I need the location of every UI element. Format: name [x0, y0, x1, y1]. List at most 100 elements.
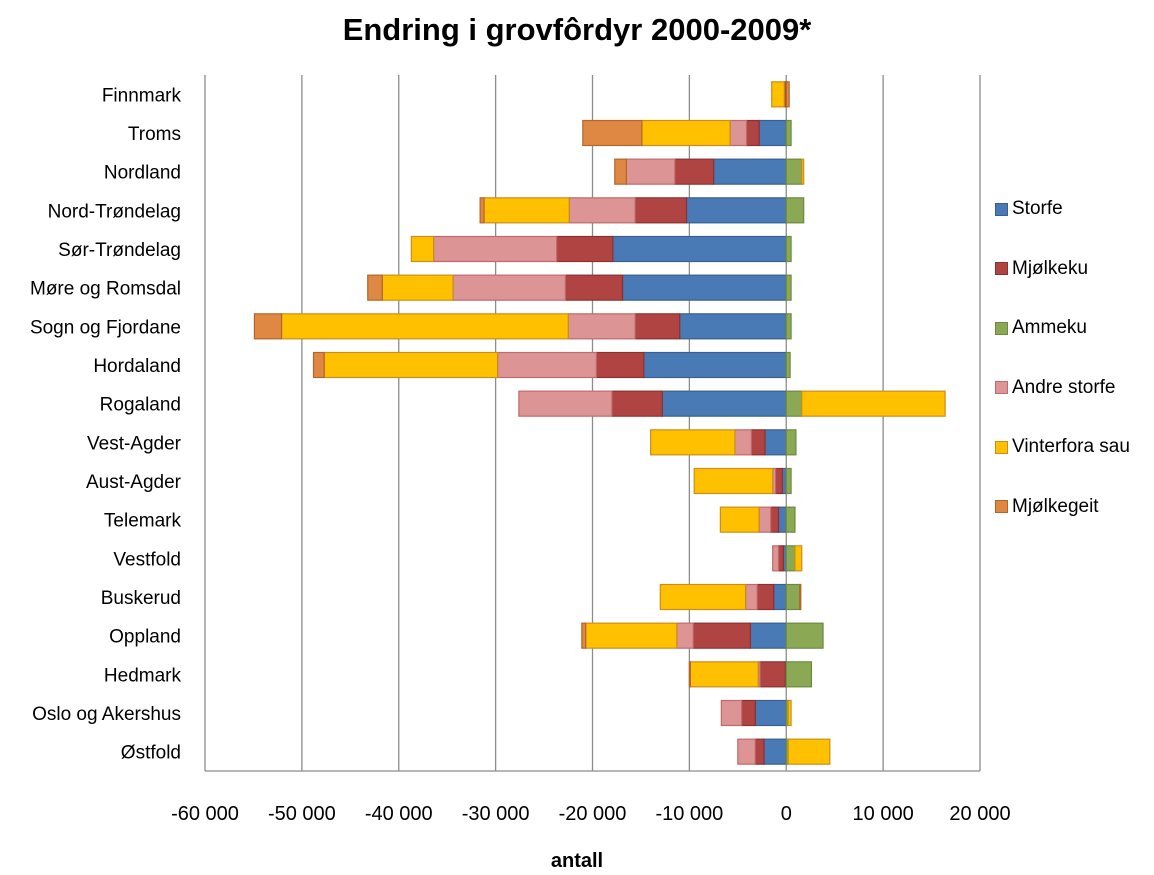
bar: [641, 119, 731, 147]
category-label: Aust-Agder: [86, 472, 182, 493]
bar: [410, 235, 435, 263]
category-label: Hedmark: [104, 665, 182, 686]
bar: [483, 197, 570, 224]
bar: [772, 545, 780, 572]
bar: [661, 390, 787, 417]
x-tick-label: 0: [781, 803, 792, 825]
bar: [679, 313, 787, 340]
category-labels: Finnmark Troms Nordland Nord-Trøndelag Sør-T…: [30, 85, 182, 763]
legend-item: Andre storfe: [995, 377, 1130, 399]
bar: [693, 467, 774, 495]
bar: [582, 119, 643, 147]
bar: [785, 545, 796, 572]
category-label: Østfold: [121, 743, 181, 764]
x-tick-label: -40 000: [365, 803, 433, 825]
bar: [758, 506, 772, 533]
bar: [689, 661, 759, 688]
legend-swatch: [995, 321, 1008, 335]
legend-label: Vinterfora sau: [1012, 436, 1130, 457]
category-label: Nordland: [104, 163, 181, 184]
bar: [253, 313, 283, 340]
bar: [564, 274, 624, 301]
x-tick-label: -60 000: [171, 803, 239, 825]
bar: [785, 235, 792, 263]
bar: [595, 351, 645, 379]
bar: [496, 351, 597, 379]
bar: [567, 313, 636, 340]
bar: [785, 506, 796, 533]
x-tick-label: -20 000: [559, 803, 627, 825]
bar: [764, 429, 787, 456]
bar: [770, 506, 780, 533]
category-label: Vestfold: [113, 549, 181, 570]
bar: [650, 429, 736, 456]
bar: [568, 197, 636, 224]
category-label: Nord-Trøndelag: [48, 201, 181, 222]
legend: Storfe Mjølkeku Ammeku Andre storfe Vinterfo…: [995, 198, 1130, 555]
bar: [518, 390, 613, 417]
bar: [614, 158, 628, 185]
bar: [785, 429, 797, 456]
bar: [452, 274, 566, 301]
category-label: Troms: [128, 124, 181, 145]
bar: [785, 661, 813, 688]
bar: [712, 158, 787, 185]
legend-swatch: [995, 381, 1008, 394]
bar: [611, 390, 663, 417]
category-label: Oslo og Akershus: [32, 704, 181, 725]
bar: [801, 390, 946, 417]
bar: [785, 583, 801, 611]
bar: [777, 506, 787, 533]
bar: [801, 158, 805, 185]
legend-item: Storfe: [995, 198, 1130, 220]
x-axis-title: antall: [550, 850, 604, 872]
legend-label: Mjølkeku: [1012, 257, 1089, 279]
bar: [312, 351, 325, 379]
bar: [674, 158, 715, 185]
bar: [763, 738, 787, 765]
bar: [688, 661, 691, 688]
bar: [323, 351, 499, 379]
bar: [749, 622, 787, 649]
bar: [621, 274, 787, 301]
bar: [754, 699, 787, 727]
x-tick-label: -10 000: [655, 803, 723, 825]
legend-item: Mjølkegeit: [995, 496, 1130, 518]
x-tick-label: 10 000: [853, 803, 914, 825]
x-tick-label: -30 000: [462, 803, 530, 825]
bar: [785, 390, 803, 417]
bar: [785, 197, 805, 224]
bar: [634, 197, 688, 224]
bar: [744, 583, 758, 611]
bar: [433, 235, 558, 263]
bar: [756, 583, 775, 611]
category-label: Møre og Romsdal: [30, 279, 181, 300]
bar: [734, 429, 752, 456]
legend-swatch: [995, 500, 1008, 513]
bar: [692, 622, 752, 649]
bar: [785, 274, 792, 301]
bar: [556, 235, 614, 263]
bar: [720, 699, 743, 727]
bar: [367, 274, 383, 301]
x-tick-label: -50 000: [268, 803, 336, 825]
bar: [777, 545, 784, 572]
legend-swatch: [995, 202, 1008, 216]
bar: [758, 119, 787, 147]
bar: [685, 197, 787, 224]
bar: [754, 738, 765, 765]
legend-swatch: [995, 262, 1008, 275]
legend-swatch: [995, 440, 1008, 454]
bar: [759, 661, 786, 688]
bar: [745, 119, 760, 147]
bar: [741, 699, 756, 727]
legend-label: Ammeku: [1012, 317, 1087, 338]
bar: [581, 622, 587, 649]
bar: [719, 506, 760, 533]
bar: [773, 583, 787, 611]
category-label: Telemark: [104, 511, 182, 532]
category-label: Sør-Trøndelag: [58, 240, 181, 261]
bar: [785, 158, 803, 185]
category-label: Vest-Agder: [87, 433, 182, 454]
